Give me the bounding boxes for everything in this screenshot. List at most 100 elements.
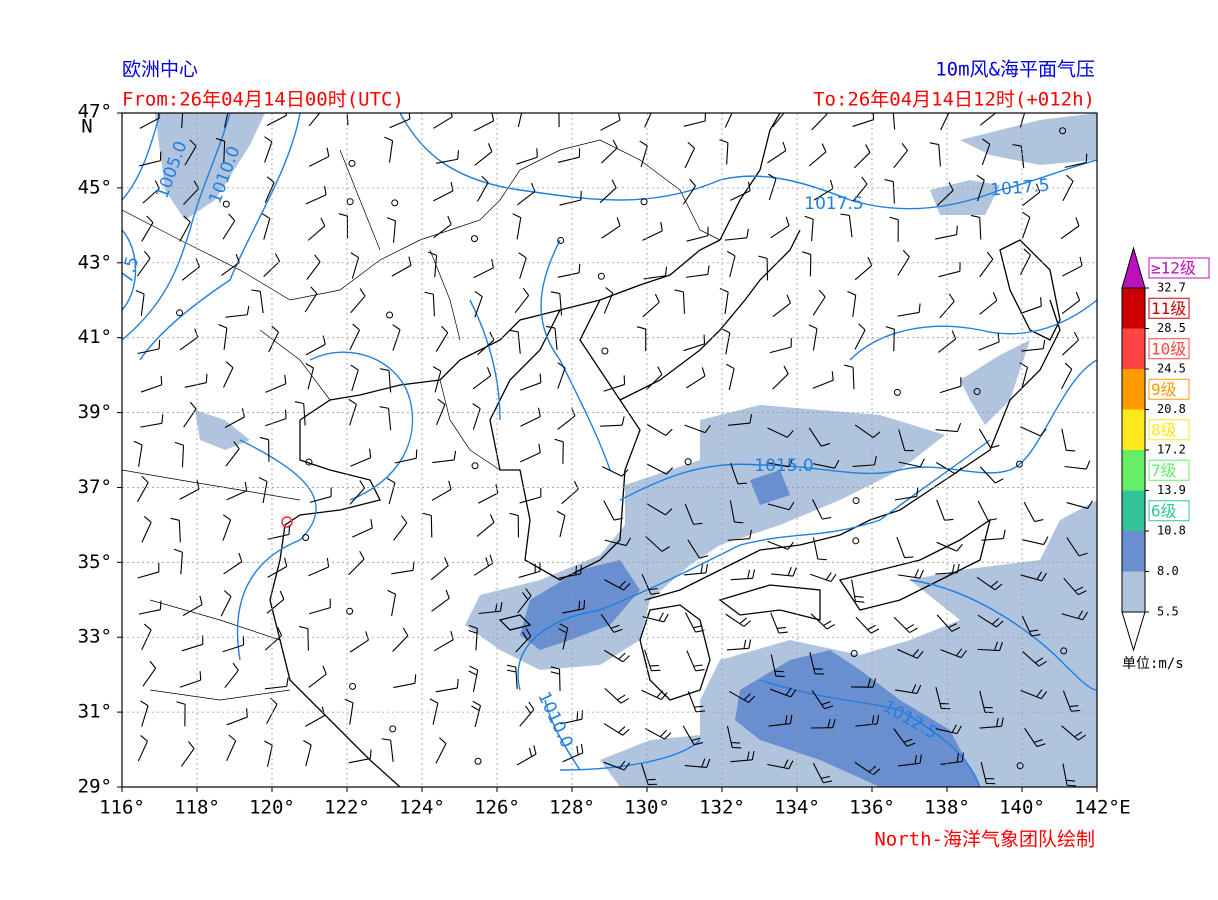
calm-wind: [852, 497, 860, 505]
wind-barb-feather: [314, 254, 321, 263]
wind-barb: [1061, 300, 1080, 315]
wind-barb: [265, 383, 287, 393]
wind-barb: [981, 538, 1004, 541]
wind-barb-feather: [719, 287, 729, 293]
wind-barb-feather: [660, 692, 668, 700]
wind-barb: [142, 188, 160, 204]
isobar: [759, 579, 1097, 787]
wind-barb-feather: [659, 729, 667, 738]
wind-barb: [519, 709, 535, 727]
wind-barb: [473, 267, 494, 279]
wind-barb-feather: [956, 225, 958, 235]
wind-barb: [898, 461, 921, 468]
wind-barb: [603, 383, 625, 392]
wind-barb-feather: [827, 718, 831, 728]
wind-barb: [308, 155, 330, 167]
wind-barb: [812, 537, 819, 560]
wind-barb-feather: [885, 326, 895, 330]
wind-barb: [305, 194, 327, 205]
wind-barb-feather: [173, 548, 183, 553]
wind-shade: [600, 500, 1097, 787]
wind-barb: [809, 652, 816, 674]
wind-barb-feather: [489, 554, 494, 564]
wind-barb-feather: [1073, 331, 1080, 341]
wind-barb: [683, 343, 705, 352]
lon-label: 116°: [99, 797, 145, 819]
lat-label: 29°: [78, 776, 112, 798]
wind-barb: [183, 188, 200, 205]
wind-barb: [1061, 725, 1079, 741]
wind-barb-feather: [996, 717, 999, 727]
wind-barb-feather: [783, 759, 789, 768]
wind-barb-feather: [660, 221, 663, 231]
wind-barb-feather: [916, 651, 924, 659]
calm-wind: [471, 462, 479, 470]
wind-barb: [730, 759, 753, 763]
wind-barb: [767, 150, 787, 164]
wind-barb-feather: [384, 136, 393, 142]
wind-barb: [604, 579, 624, 591]
wind-barb-feather: [223, 590, 232, 597]
wind-barb: [223, 113, 229, 128]
wind-barb: [137, 571, 159, 579]
wind-barb-feather: [994, 641, 999, 651]
wind-barb: [936, 541, 957, 552]
class-label: 6级: [1151, 501, 1177, 520]
wind-barb: [557, 156, 580, 163]
wind-barb: [432, 459, 455, 464]
wind-barb: [641, 689, 662, 700]
wind-barb: [684, 424, 706, 434]
wind-barb-feather: [919, 569, 924, 579]
coastline: [269, 420, 401, 787]
calm-wind: [1059, 127, 1067, 135]
wind-barb: [435, 743, 447, 764]
wind-barb-feather: [992, 292, 998, 301]
colorbar-level: 32.7: [1157, 281, 1186, 295]
wind-barb-feather: [270, 697, 278, 705]
wind-barb: [770, 225, 790, 239]
wind-barb-feather: [144, 250, 151, 259]
wind-barb: [475, 628, 478, 651]
wind-barb-feather: [782, 141, 787, 151]
wind-barb: [517, 331, 521, 354]
wind-barb: [349, 329, 360, 351]
wind-barb: [139, 160, 161, 167]
wind-barb-feather: [617, 694, 626, 701]
wind-barb-feather: [752, 569, 756, 579]
wind-barb: [768, 178, 777, 201]
wind-barb: [726, 142, 729, 165]
wind-barb-feather: [402, 627, 409, 637]
wind-barb: [813, 188, 834, 201]
wind-barb: [222, 644, 244, 653]
wind-barb-feather: [277, 627, 283, 636]
wind-barb: [388, 482, 396, 505]
wind-barb-feather: [453, 450, 457, 460]
wind-barb-feather: [1078, 552, 1088, 557]
wind-barb: [812, 328, 818, 351]
wind-barb-feather: [758, 255, 768, 259]
wind-barb-feather: [474, 290, 483, 298]
wind-barb-feather: [728, 102, 735, 108]
wind-barb: [604, 687, 622, 704]
wind-barb: [515, 635, 532, 653]
wind-barb-feather: [245, 708, 248, 718]
wind-barb-feather: [701, 758, 706, 768]
wind-barb-feather: [400, 515, 408, 524]
wind-barb: [1066, 502, 1088, 509]
wind-barb: [352, 527, 373, 538]
map-frame: [121, 112, 1098, 788]
wind-shade: [930, 180, 1000, 215]
wind-barb-feather: [719, 139, 729, 144]
wind-barb: [641, 763, 649, 785]
from-time: From:26年04月14日00时(UTC): [122, 89, 404, 111]
wind-barb: [852, 294, 857, 317]
wind-barb-feather: [691, 737, 701, 742]
wind-barb: [812, 379, 834, 389]
wind-barb-feather: [664, 266, 668, 276]
wind-barb: [223, 367, 234, 388]
wind-barb-feather: [739, 617, 747, 625]
wind-barb: [601, 466, 623, 477]
wind-barb-feather: [605, 287, 614, 294]
wind-barb-feather: [1071, 709, 1081, 712]
wind-barb-feather: [274, 253, 281, 262]
